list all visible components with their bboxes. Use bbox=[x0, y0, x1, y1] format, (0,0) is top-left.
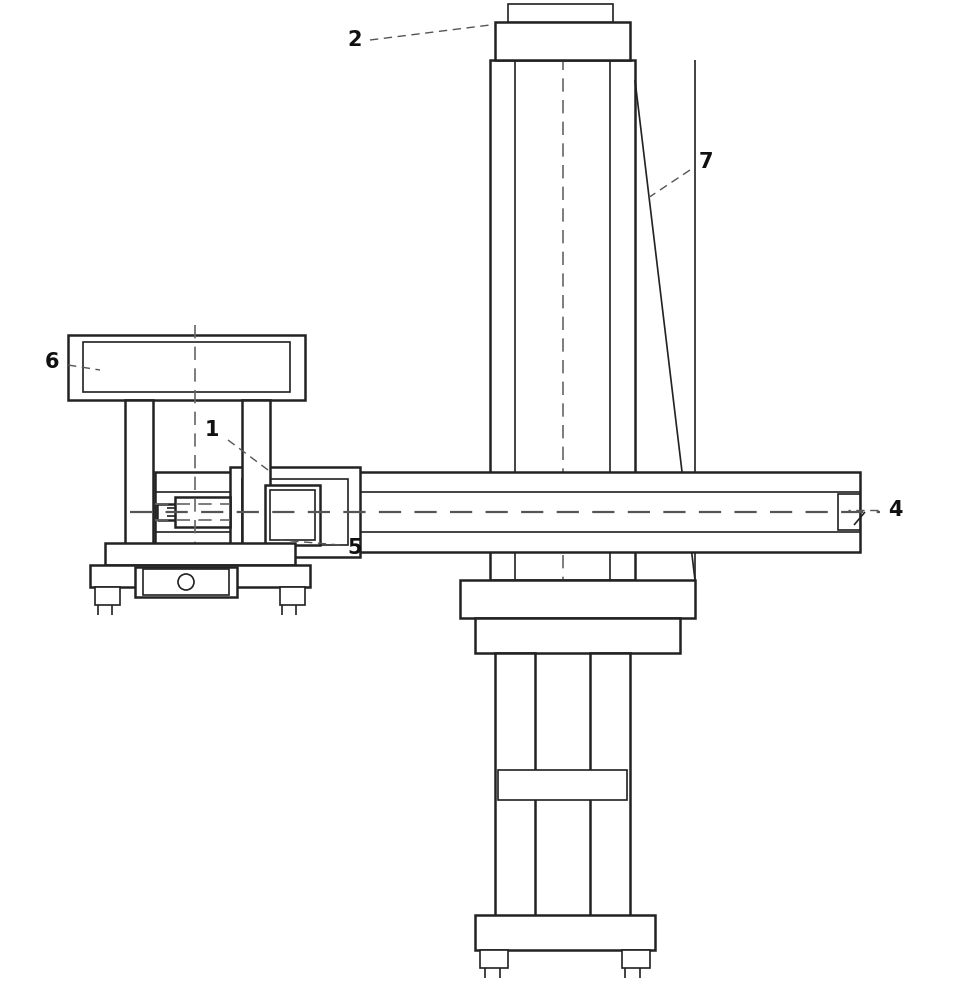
Text: 7: 7 bbox=[699, 152, 713, 172]
Bar bbox=[242, 479, 348, 545]
Bar bbox=[490, 60, 635, 580]
Bar bbox=[590, 653, 630, 920]
Bar bbox=[838, 494, 860, 530]
Bar bbox=[498, 770, 627, 800]
Bar bbox=[475, 618, 680, 653]
Bar bbox=[175, 497, 230, 527]
Bar bbox=[242, 400, 270, 560]
Bar bbox=[508, 4, 613, 22]
Bar bbox=[460, 580, 695, 618]
Bar bbox=[495, 22, 630, 60]
Bar bbox=[105, 543, 295, 565]
Bar bbox=[270, 490, 315, 540]
Text: 2: 2 bbox=[348, 30, 362, 50]
Bar bbox=[622, 950, 650, 968]
Bar bbox=[143, 569, 229, 595]
Text: 5: 5 bbox=[348, 538, 362, 558]
Circle shape bbox=[178, 574, 194, 590]
Bar bbox=[265, 485, 320, 545]
Bar bbox=[230, 467, 360, 557]
Bar bbox=[68, 335, 305, 400]
Bar bbox=[480, 950, 508, 968]
Bar bbox=[135, 567, 237, 597]
Bar bbox=[83, 342, 290, 392]
Bar bbox=[475, 915, 655, 950]
Bar bbox=[495, 653, 535, 920]
Text: 1: 1 bbox=[204, 420, 219, 440]
Bar bbox=[95, 587, 120, 605]
Bar bbox=[280, 587, 305, 605]
Bar bbox=[90, 565, 310, 587]
Text: 4: 4 bbox=[888, 500, 902, 520]
Bar bbox=[125, 400, 153, 560]
Bar bbox=[155, 472, 860, 552]
Text: 6: 6 bbox=[45, 352, 60, 372]
